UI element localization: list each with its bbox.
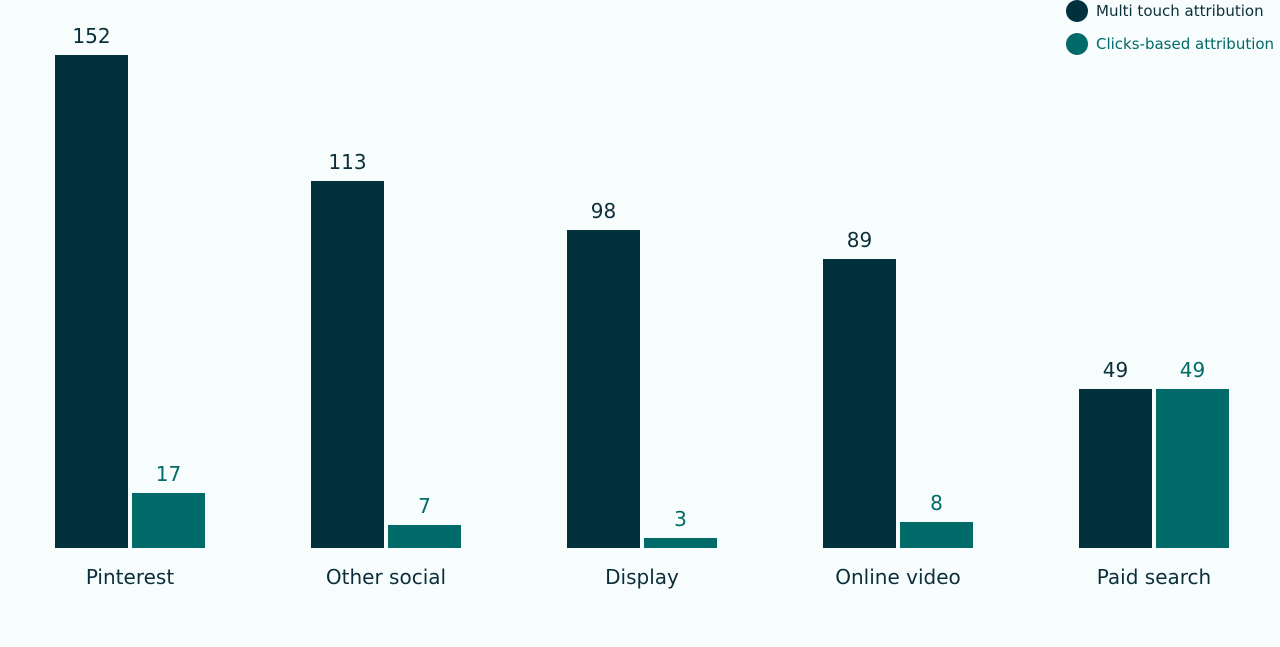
- bar-value-label: 152: [72, 24, 111, 48]
- bar-value-label: 7: [418, 494, 431, 518]
- bar-multi-touch: [311, 181, 384, 548]
- bar-clicks-based: [132, 493, 205, 548]
- category-label: Paid search: [1096, 565, 1212, 589]
- bar-clicks-based: [1156, 389, 1229, 548]
- bar-clicks-based: [900, 522, 973, 548]
- bar-value-label: 98: [590, 199, 617, 223]
- bar-value-label: 17: [155, 462, 182, 486]
- legend-dot-icon: [1066, 33, 1088, 55]
- legend-label: Clicks-based attribution: [1096, 35, 1275, 53]
- bar-value-label: 49: [1179, 358, 1206, 382]
- bar-value-label: 49: [1102, 358, 1129, 382]
- bar-value-label: 8: [930, 491, 943, 515]
- legend-label: Multi touch attribution: [1096, 2, 1264, 20]
- legend-dot-icon: [1066, 0, 1088, 22]
- bar-multi-touch: [823, 259, 896, 548]
- bar-value-label: 89: [846, 228, 873, 252]
- bar-multi-touch: [567, 230, 640, 548]
- category-label: Display: [605, 565, 679, 589]
- bar-clicks-based: [644, 538, 717, 548]
- category-label: Other social: [325, 565, 447, 589]
- bar-clicks-based: [388, 525, 461, 548]
- category-label: Online video: [835, 565, 961, 589]
- bar-value-label: 113: [328, 150, 367, 174]
- bar-value-label: 3: [674, 507, 687, 531]
- category-label: Pinterest: [85, 565, 175, 589]
- bar-multi-touch: [55, 55, 128, 548]
- bar-multi-touch: [1079, 389, 1152, 548]
